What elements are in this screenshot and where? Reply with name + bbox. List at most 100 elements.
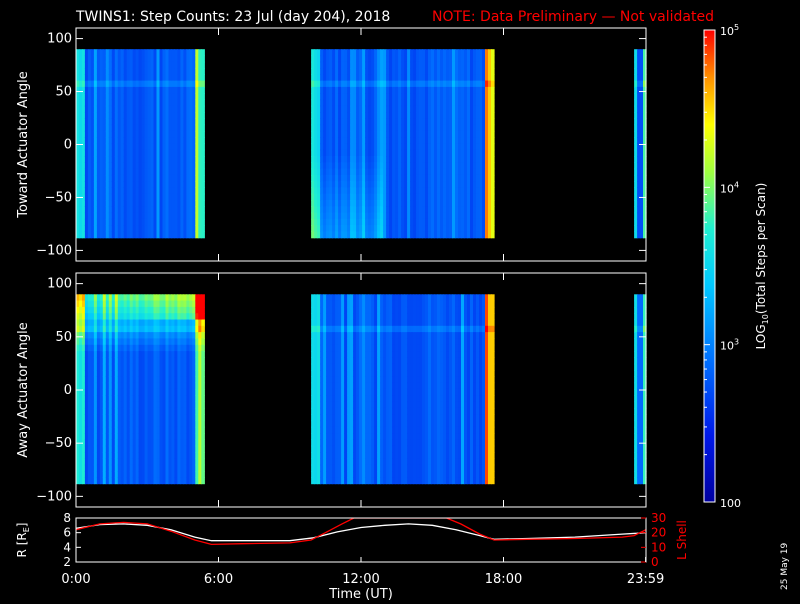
away-cell bbox=[201, 370, 205, 377]
away-cell bbox=[201, 326, 205, 333]
toward-cell bbox=[201, 162, 205, 169]
toward-cell bbox=[491, 56, 495, 63]
toward-cell bbox=[201, 112, 205, 119]
toward-cell bbox=[491, 49, 495, 56]
toward-cell bbox=[201, 56, 205, 63]
away-cell bbox=[201, 351, 205, 358]
toward-cell bbox=[491, 175, 495, 182]
away-cell bbox=[201, 452, 205, 459]
toward-cell bbox=[201, 87, 205, 94]
away-cell bbox=[201, 294, 205, 301]
toward-cell bbox=[491, 219, 495, 226]
toward-cell bbox=[201, 143, 205, 150]
toward-cell bbox=[201, 169, 205, 176]
toward-cell bbox=[491, 194, 495, 201]
toward-cell bbox=[201, 225, 205, 232]
toward-cell bbox=[491, 68, 495, 75]
away-cell bbox=[201, 471, 205, 478]
away-cell bbox=[201, 345, 205, 352]
toward-cell bbox=[201, 137, 205, 144]
toward-cells bbox=[76, 49, 647, 238]
away-cell bbox=[201, 465, 205, 472]
away-cell bbox=[201, 389, 205, 396]
away-cell bbox=[201, 357, 205, 364]
toward-cell bbox=[491, 131, 495, 138]
toward-cell bbox=[491, 112, 495, 119]
toward-cell bbox=[491, 181, 495, 188]
away-cells bbox=[76, 294, 647, 484]
toward-cell bbox=[201, 93, 205, 100]
toward-cell bbox=[491, 156, 495, 163]
toward-y-tick-label: −100 bbox=[36, 243, 72, 258]
away-cell bbox=[201, 427, 205, 434]
toward-y-tick-label: 100 bbox=[47, 32, 72, 47]
toward-cell bbox=[491, 125, 495, 132]
toward-cell bbox=[491, 137, 495, 144]
toward-cell bbox=[491, 100, 495, 107]
away-cell bbox=[201, 458, 205, 465]
away-cell bbox=[201, 338, 205, 345]
toward-cell bbox=[491, 74, 495, 81]
toward-cell bbox=[201, 156, 205, 163]
away-cell bbox=[201, 408, 205, 415]
preliminary-note: NOTE: Data Preliminary — Not validated bbox=[432, 9, 714, 25]
toward-cell bbox=[201, 131, 205, 138]
toward-cell bbox=[491, 87, 495, 94]
toward-cell bbox=[201, 125, 205, 132]
toward-cell bbox=[201, 81, 205, 88]
toward-cell bbox=[201, 118, 205, 125]
away-cell bbox=[201, 421, 205, 428]
toward-cell bbox=[491, 225, 495, 232]
toward-cell bbox=[201, 200, 205, 207]
toward-cell bbox=[201, 175, 205, 182]
away-cell bbox=[201, 439, 205, 446]
toward-cell bbox=[491, 200, 495, 207]
toward-cell bbox=[491, 162, 495, 169]
toward-cell bbox=[201, 194, 205, 201]
away-cell bbox=[201, 383, 205, 390]
toward-y-tick-label: 0 bbox=[64, 138, 72, 153]
toward-cell bbox=[491, 169, 495, 176]
toward-cell bbox=[491, 106, 495, 113]
toward-cell bbox=[201, 187, 205, 194]
toward-cell bbox=[201, 74, 205, 81]
toward-cell bbox=[491, 118, 495, 125]
away-cell bbox=[201, 402, 205, 409]
away-cell bbox=[201, 313, 205, 320]
toward-angle-panel: 100 50 0 −50 −100 Toward Actuator Angle bbox=[16, 28, 647, 261]
toward-cell bbox=[491, 62, 495, 69]
toward-cell bbox=[491, 93, 495, 100]
toward-cell bbox=[491, 213, 495, 220]
toward-cell bbox=[201, 213, 205, 220]
toward-cell bbox=[201, 106, 205, 113]
toward-cell bbox=[491, 187, 495, 194]
away-cell bbox=[201, 320, 205, 327]
toward-cell bbox=[201, 68, 205, 75]
toward-cell bbox=[201, 62, 205, 69]
toward-cell bbox=[201, 49, 205, 56]
toward-cell bbox=[201, 219, 205, 226]
chart-title: TWINS1: Step Counts: 23 Jul (day 204), 2… bbox=[75, 9, 390, 25]
toward-y-tick-label: 50 bbox=[55, 85, 72, 100]
toward-cell bbox=[201, 181, 205, 188]
away-cell bbox=[201, 477, 205, 484]
toward-cell bbox=[201, 150, 205, 157]
away-cell bbox=[201, 301, 205, 308]
away-cell bbox=[201, 414, 205, 421]
toward-cell bbox=[491, 231, 495, 238]
toward-cell bbox=[491, 150, 495, 157]
away-cell bbox=[201, 376, 205, 383]
toward-y-tick-label: −50 bbox=[45, 190, 72, 205]
toward-cell bbox=[201, 206, 205, 213]
toward-cell bbox=[491, 143, 495, 150]
toward-cell bbox=[491, 206, 495, 213]
toward-y-axis-label: Toward Actuator Angle bbox=[16, 71, 31, 218]
toward-cell bbox=[201, 100, 205, 107]
toward-cell bbox=[491, 81, 495, 88]
away-cell bbox=[201, 395, 205, 402]
away-cell bbox=[201, 332, 205, 339]
away-cell bbox=[201, 446, 205, 453]
away-cell bbox=[201, 364, 205, 371]
